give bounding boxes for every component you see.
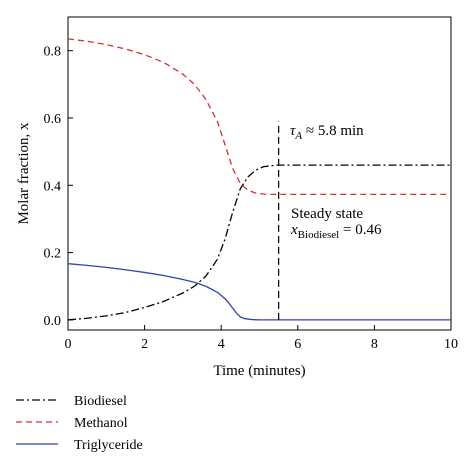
legend-label-methanol: Methanol — [74, 416, 128, 431]
steady-state-label: Steady state — [291, 206, 363, 222]
series-line-methanol — [67, 38, 451, 196]
legend-label-biodiesel: Biodiesel — [74, 394, 127, 409]
legend-label-triglyceride: Triglyceride — [74, 438, 143, 453]
tau-value: ≈ 5.8 min — [302, 123, 364, 139]
x-tick-label: 8 — [371, 337, 378, 352]
x-axis-label: Time (minutes) — [213, 363, 305, 379]
y-tick-label: 0.4 — [44, 179, 62, 194]
y-axis-label: Molar fraction, x — [16, 122, 32, 225]
steady-state-annotation: Steady state xBiodiesel = 0.46 — [290, 206, 382, 241]
svg-text:xBiodiesel = 0.46: xBiodiesel = 0.46 — [290, 222, 382, 241]
x-tick-label: 0 — [65, 337, 72, 352]
x-subscript: Biodiesel — [298, 229, 340, 241]
y-tick-label: 0.2 — [44, 247, 62, 262]
legend: Biodiesel Methanol Triglyceride — [16, 394, 143, 453]
y-tick-label: 0.8 — [44, 45, 62, 60]
x-tick-label: 2 — [141, 337, 148, 352]
x-value: = 0.46 — [339, 222, 382, 238]
tau-annotation: τA ≈ 5.8 min — [290, 123, 364, 142]
series-layer — [67, 38, 451, 321]
svg-text:τA ≈ 5.8 min: τA ≈ 5.8 min — [290, 123, 364, 142]
x-tick-label: 6 — [294, 337, 301, 352]
x-tick-label: 4 — [218, 337, 225, 352]
x-tick-label: 10 — [444, 337, 458, 352]
plot-area: 0 2 4 6 8 10 0.0 0.2 0.4 0.6 0.8 — [44, 16, 458, 352]
y-tick-label: 0.0 — [44, 314, 62, 329]
x-variable: x — [290, 222, 298, 238]
tau-subscript: A — [294, 130, 302, 142]
series-line-triglyceride — [67, 263, 451, 321]
y-axis-ticks: 0.0 0.2 0.4 0.6 0.8 — [44, 45, 73, 329]
series-line-biodiesel — [67, 164, 451, 321]
tau-symbol: τ — [290, 123, 296, 139]
y-tick-label: 0.6 — [44, 112, 62, 127]
plot-frame — [67, 16, 452, 331]
x-axis-ticks: 0 2 4 6 8 10 — [65, 325, 458, 352]
